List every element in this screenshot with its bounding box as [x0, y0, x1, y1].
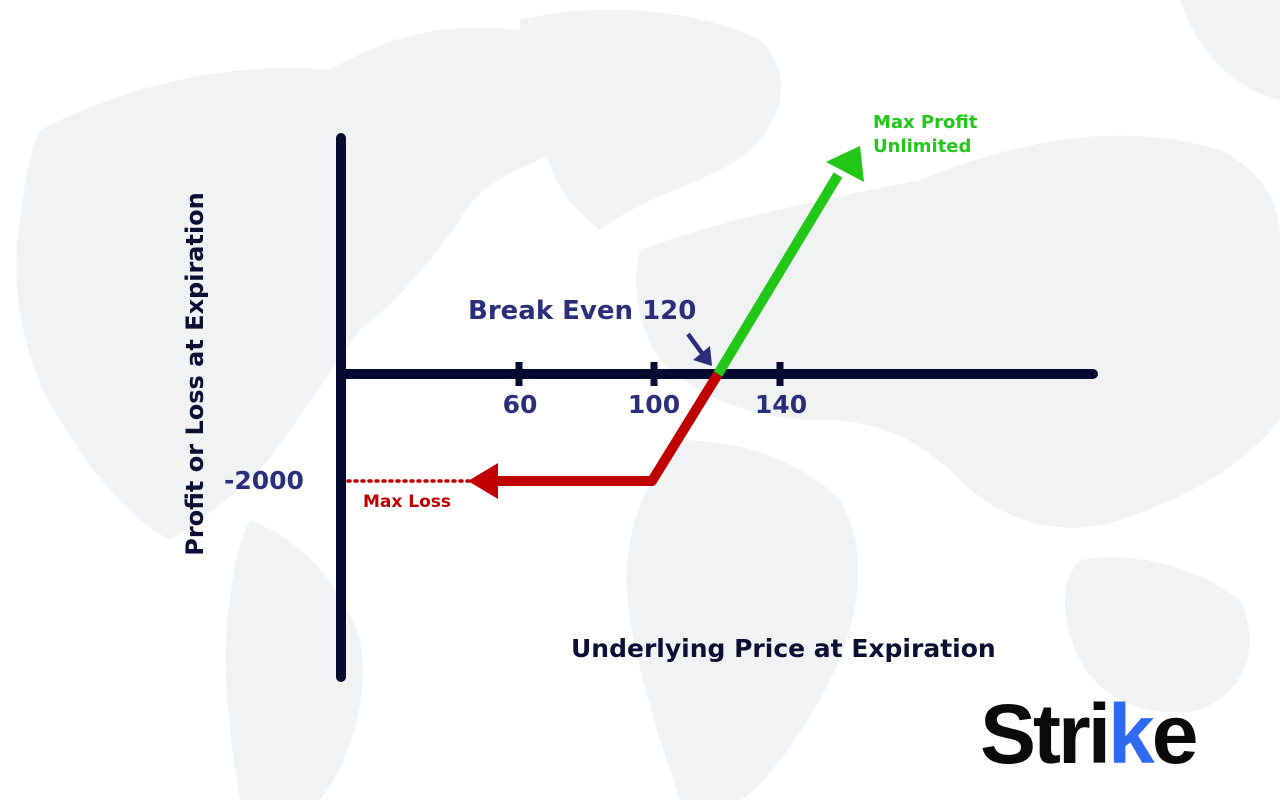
break-even-arrow-icon [693, 346, 712, 366]
x-tick-label-60: 60 [502, 390, 538, 419]
x-axis-title: Underlying Price at Expiration [571, 634, 996, 663]
x-tick-label-140: 140 [754, 390, 808, 419]
max-profit-arrow-head-fill-icon [826, 146, 864, 182]
max-loss-arrow-head-icon [468, 463, 498, 499]
y-axis-title: Profit or Loss at Expiration [181, 192, 209, 556]
profit-payoff-line [713, 172, 843, 377]
break-even-pointer-line [686, 332, 706, 358]
logo-k-arrow-icon: k [1108, 687, 1155, 781]
max-profit-label-line2: Unlimited [873, 136, 972, 157]
x-tick-label-100: 100 [627, 390, 681, 419]
max-profit-label: Max Profit Unlimited [873, 111, 977, 159]
max-profit-label-line1: Max Profit [873, 112, 978, 133]
loss-payoff-line [498, 371, 723, 486]
logo-text-main: Stri [980, 687, 1111, 781]
strike-logo: Strike [980, 692, 1198, 776]
break-even-label: Break Even 120 [468, 296, 697, 326]
max-loss-label: Max Loss [363, 492, 452, 512]
logo-text-end: e [1151, 687, 1199, 781]
y-tick-label-minus-2000: -2000 [224, 466, 304, 495]
